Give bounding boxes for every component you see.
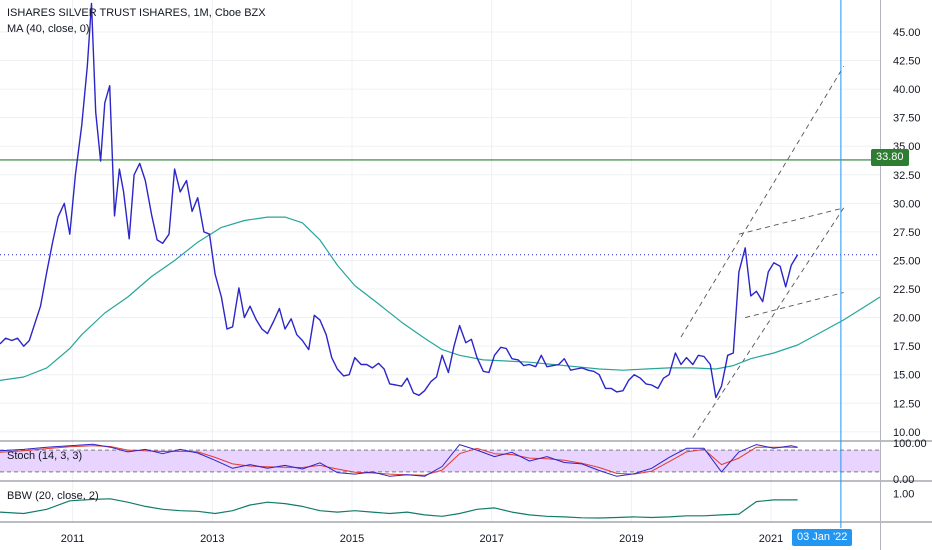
price-tick-label: 20.00 [893,313,921,325]
trend-line [680,66,845,338]
bbw-legend: BBW (20, close, 2) [7,490,99,502]
price-tick-label: 40.00 [893,84,921,96]
price-tick-label: 30.00 [893,198,921,210]
time-tick-label: 2021 [759,533,783,545]
hline-price-badge: 33.80 [871,149,909,166]
stoch-legend: Stoch (14, 3, 3) [7,450,83,462]
time-tick-label: 2015 [340,533,364,545]
price-tick-label: 22.50 [893,284,921,296]
stoch-tick-label: 100.00 [893,438,927,450]
bbw-line [0,498,798,519]
bbw-tick-label: 1.00 [893,489,914,501]
price-tick-label: 25.00 [893,255,921,267]
price-tick-label: 45.00 [893,27,921,39]
price-line [0,2,799,399]
price-tick-label: 37.50 [893,113,921,125]
price-tick-label: 10.00 [893,427,921,439]
price-tick-label: 27.50 [893,227,921,239]
trend-line [692,207,845,438]
date-cursor-badge: 03 Jan '22 [792,529,853,546]
stoch-band [0,450,880,472]
trend-line [745,292,844,319]
price-tick-label: 42.50 [893,56,921,68]
stoch-k-line [0,443,798,477]
time-tick-label: 2011 [61,533,85,545]
price-tick-label: 32.50 [893,170,921,182]
price-tick-label: 17.50 [893,341,921,353]
symbol-legend: ISHARES SILVER TRUST ISHARES, 1M, Cboe B… [7,7,266,19]
price-tick-label: 15.00 [893,370,921,382]
ma-line [0,216,881,381]
time-tick-label: 2013 [200,533,224,545]
ma-legend: MA (40, close, 0) [7,23,90,35]
trend-line [738,207,844,235]
price-tick-label: 12.50 [893,398,921,410]
time-tick-label: 2019 [619,533,643,545]
time-tick-label: 2017 [479,533,503,545]
stoch-tick-label: 0.00 [893,474,914,486]
